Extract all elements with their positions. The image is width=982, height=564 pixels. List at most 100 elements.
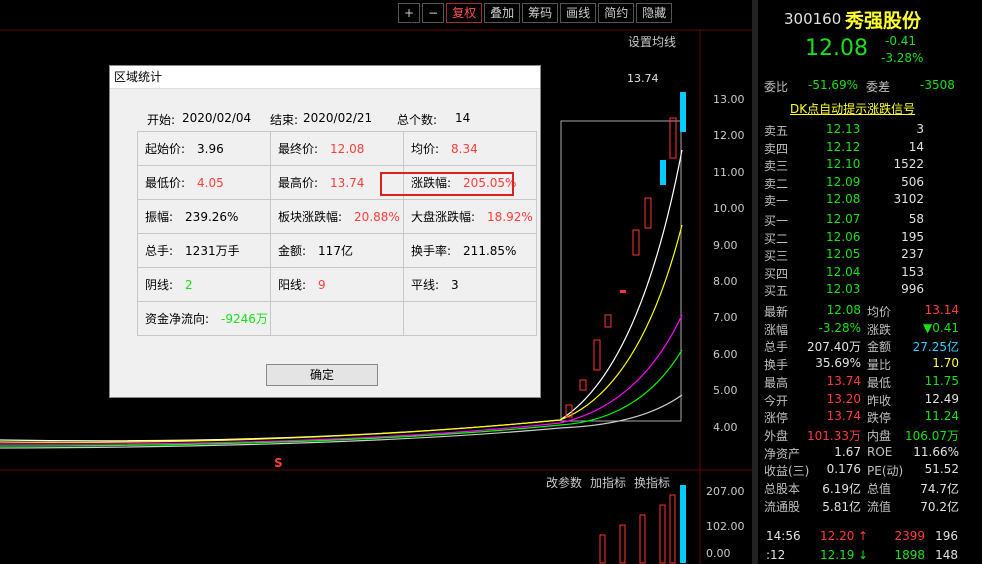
cell-value: 18.92% <box>487 210 533 224</box>
price-label: 6.00 <box>713 347 738 361</box>
stat-value: 1.67 <box>834 444 861 459</box>
stat-label: 金额 <box>867 340 892 355</box>
stat-value: 106.07万 <box>905 428 959 443</box>
book-label: 买一 <box>764 214 789 228</box>
price-label: 9.00 <box>713 238 738 252</box>
volume-tab[interactable]: 加指标 <box>590 476 627 490</box>
ma-setting[interactable]: 设置均线 <box>628 35 677 49</box>
volume-label: 102.00 <box>706 520 745 533</box>
toolbar-button[interactable]: 叠加 <box>484 3 521 23</box>
book-volume: 1522 <box>893 157 924 171</box>
stat-label: 涨跌 <box>867 322 892 337</box>
tick-arrow: ↓ <box>858 548 869 562</box>
toolbar-button[interactable]: 复权 <box>446 3 483 23</box>
value: 14 <box>455 111 471 125</box>
book-label: 买三 <box>764 249 789 263</box>
book-price: 12.04 <box>826 264 861 279</box>
label: 总个数: <box>397 113 438 127</box>
toolbar-button[interactable]: 简约 <box>598 3 635 23</box>
book-price: 12.09 <box>826 174 861 189</box>
cell: 平线: 3 <box>403 267 537 302</box>
stat-label: 涨幅 <box>764 322 789 337</box>
book-label: 卖四 <box>764 141 789 156</box>
stat-label: 最高 <box>764 375 789 390</box>
stat-value: 70.2亿 <box>920 499 959 514</box>
toolbar-button[interactable]: 筹码 <box>522 3 559 23</box>
ma-lines <box>0 149 683 449</box>
stat-value: 101.33万 <box>807 428 861 443</box>
volume-tab[interactable]: 改参数 <box>546 476 583 490</box>
book-label: 卖二 <box>764 176 789 191</box>
tick-price: 12.19 <box>820 548 855 562</box>
book-label: 买五 <box>764 284 789 298</box>
book-price: 12.03 <box>826 282 861 296</box>
ok-button[interactable]: 确定 <box>266 364 378 386</box>
cell-label: 大盘涨跌幅: <box>411 210 476 224</box>
stat-label: 换手 <box>764 358 789 373</box>
cell-value: 12.08 <box>330 142 365 156</box>
book-price: 12.07 <box>826 212 861 226</box>
cell-value: -9246万 <box>221 312 268 326</box>
book-volume: 506 <box>901 174 924 189</box>
date: 2020/02/21 <box>303 111 373 125</box>
cell: 换手率: 211.85% <box>403 233 537 268</box>
book-price: 12.12 <box>826 139 861 154</box>
cell: 总手: 1231万手 <box>137 233 271 268</box>
stat-label: ROE <box>867 444 893 459</box>
price-label: 11.00 <box>713 165 745 179</box>
toolbar-button[interactable]: 画线 <box>560 3 597 23</box>
book-price: 12.13 <box>826 122 861 136</box>
stat-value: -3.28% <box>818 320 861 335</box>
cell-label: 涨跌幅: <box>411 176 452 190</box>
cell: 均价: 8.34 <box>403 131 537 166</box>
tick-time: 14:56 <box>766 529 801 543</box>
toolbar-button[interactable]: − <box>422 3 445 23</box>
stat-value: 13.74 <box>826 373 861 388</box>
cell-value: 8.34 <box>451 142 478 156</box>
cell-value: 3 <box>451 278 459 292</box>
cell-value: 205.05% <box>463 176 517 190</box>
stat-label: 内盘 <box>867 428 892 443</box>
stat-label: 流值 <box>867 499 892 514</box>
stat-value: 13.20 <box>826 391 861 406</box>
stat-value: 5.81亿 <box>822 499 861 514</box>
row: 总手: 1231万手 金额: 117亿 换手率: 211.85% <box>137 233 537 268</box>
value: -51.69% <box>808 78 859 92</box>
price-label: 13.00 <box>713 93 745 106</box>
toolbar-button[interactable]: + <box>398 3 421 23</box>
stat-label: 总值 <box>867 482 892 496</box>
cell-label: 振幅: <box>145 210 174 224</box>
row: 阴线: 2 阳线: 9 平线: 3 <box>137 267 537 302</box>
stat-value: 6.19亿 <box>822 482 861 496</box>
signal[interactable]: DK点自动提示涨跌信号 <box>790 102 916 116</box>
code: 300160 <box>784 10 842 28</box>
cell: 资金净流向: -9246万 <box>137 301 271 336</box>
tick-arrow: ↑ <box>858 529 869 543</box>
stat-label: 总手 <box>764 340 789 355</box>
price-label: 5.00 <box>713 384 738 398</box>
tick-count: 196 <box>935 529 958 543</box>
book-label: 卖一 <box>764 194 789 208</box>
volume-tab[interactable]: 换指标 <box>634 476 671 490</box>
cell-value: 13.74 <box>330 176 365 190</box>
marker: S <box>274 456 283 470</box>
candles <box>565 92 686 418</box>
cell: 大盘涨跌幅: 18.92% <box>403 199 537 234</box>
stat-value: 35.69% <box>815 356 861 371</box>
cell: 金额: 117亿 <box>270 233 404 268</box>
stat-label: 收益(三) <box>764 464 810 479</box>
cell-label: 均价: <box>411 142 440 156</box>
book-volume: 3 <box>916 122 924 136</box>
cell: 最低价: 4.05 <box>137 165 271 200</box>
toolbar-button[interactable]: 隐藏 <box>636 3 673 23</box>
stat-label: 昨收 <box>867 393 892 408</box>
stat-value: 74.7亿 <box>920 482 959 496</box>
cell: 板块涨跌幅: 20.88% <box>270 199 404 234</box>
high-label: 13.74 <box>627 72 659 85</box>
stat-label: 最新 <box>764 305 789 319</box>
cell: 阳线: 9 <box>270 267 404 302</box>
cell-label: 起始价: <box>145 142 186 156</box>
stat-label: 跌停 <box>867 411 892 426</box>
book-price: 12.10 <box>826 157 861 171</box>
stat-label: 量比 <box>867 358 892 373</box>
